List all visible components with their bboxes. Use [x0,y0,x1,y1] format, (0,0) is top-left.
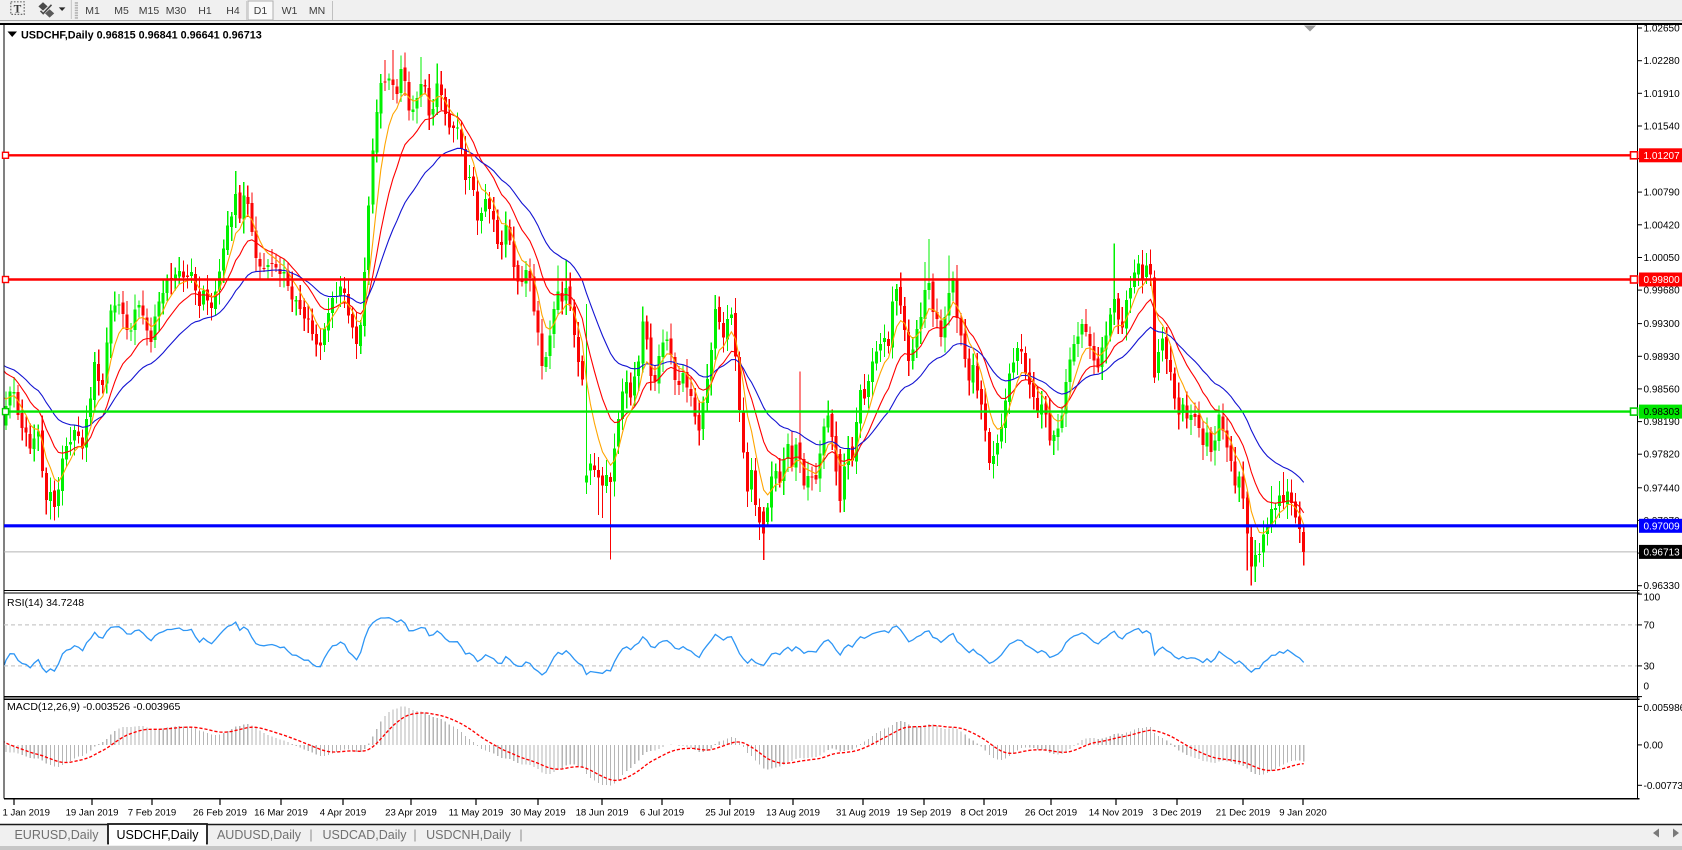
svg-text:7 Feb 2019: 7 Feb 2019 [128,808,177,819]
svg-text:31 Aug 2019: 31 Aug 2019 [836,808,890,819]
svg-text:1.02280: 1.02280 [1644,56,1681,67]
svg-text:-0.007737: -0.007737 [1644,781,1682,792]
svg-text:16 Mar 2019: 16 Mar 2019 [254,808,308,819]
svg-text:M1: M1 [85,5,100,17]
svg-text:M5: M5 [114,5,129,17]
svg-text:0.97440: 0.97440 [1644,483,1681,494]
svg-text:USDCNH,Daily: USDCNH,Daily [426,828,511,842]
svg-text:USDCHF,Daily 0.96815 0.96841: USDCHF,Daily 0.96815 0.96841 0.96641 0.9… [21,30,262,42]
svg-text:M30: M30 [166,5,187,17]
svg-text:1.01910: 1.01910 [1644,89,1681,100]
svg-text:26 Oct 2019: 26 Oct 2019 [1025,808,1077,819]
svg-text:70: 70 [1644,620,1656,631]
svg-text:0.98560: 0.98560 [1644,384,1681,395]
svg-text:D1: D1 [254,5,268,17]
svg-text:26 Feb 2019: 26 Feb 2019 [193,808,247,819]
svg-text:T: T [14,4,22,16]
svg-text:30 May 2019: 30 May 2019 [510,808,565,819]
svg-text:13 Aug 2019: 13 Aug 2019 [766,808,820,819]
svg-text:0.97009: 0.97009 [1644,521,1681,532]
svg-text:11 May 2019: 11 May 2019 [449,808,504,819]
svg-text:1.02650: 1.02650 [1644,24,1681,35]
svg-text:H4: H4 [226,5,240,17]
svg-text:|: | [413,828,416,842]
svg-text:0.98303: 0.98303 [1644,407,1681,418]
svg-text:1.01207: 1.01207 [1644,151,1681,162]
svg-text:0.98930: 0.98930 [1644,352,1681,363]
svg-text:EURUSD,Daily: EURUSD,Daily [14,828,99,842]
svg-text:0.97820: 0.97820 [1644,450,1681,461]
svg-text:0.00: 0.00 [1644,740,1664,751]
svg-text:23 Apr 2019: 23 Apr 2019 [385,808,437,819]
svg-text:0.96713: 0.96713 [1644,547,1681,558]
svg-text:M15: M15 [139,5,160,17]
svg-text:3 Dec 2019: 3 Dec 2019 [1152,808,1201,819]
svg-text:14 Nov 2019: 14 Nov 2019 [1089,808,1143,819]
svg-text:0.96330: 0.96330 [1644,581,1681,592]
svg-text:|: | [309,828,312,842]
svg-text:USDCHF,Daily: USDCHF,Daily [117,828,200,842]
svg-text:H1: H1 [198,5,212,17]
svg-text:25 Jul 2019: 25 Jul 2019 [705,808,755,819]
svg-text:RSI(14) 34.7248: RSI(14) 34.7248 [7,597,84,609]
svg-text:0.98190: 0.98190 [1644,417,1681,428]
svg-text:9 Jan 2020: 9 Jan 2020 [1279,808,1326,819]
svg-text:0.99680: 0.99680 [1644,286,1681,297]
svg-text:30: 30 [1644,661,1656,672]
svg-text:MN: MN [309,5,325,17]
svg-text:0.99300: 0.99300 [1644,319,1681,330]
svg-text:W1: W1 [282,5,298,17]
svg-text:0: 0 [1644,682,1650,693]
svg-text:0.99800: 0.99800 [1644,275,1681,286]
svg-text:1.01540: 1.01540 [1644,122,1681,133]
svg-text:1.00050: 1.00050 [1644,253,1681,264]
svg-text:100: 100 [1644,592,1661,603]
svg-text:21 Dec 2019: 21 Dec 2019 [1216,808,1270,819]
svg-text:1.00790: 1.00790 [1644,188,1681,199]
svg-text:1.00420: 1.00420 [1644,220,1681,231]
svg-text:USDCAD,Daily: USDCAD,Daily [322,828,407,842]
svg-text:8 Oct 2019: 8 Oct 2019 [961,808,1008,819]
svg-text:18 Jun 2019: 18 Jun 2019 [576,808,629,819]
svg-text:19 Jan 2019: 19 Jan 2019 [66,808,119,819]
svg-text:0.005986: 0.005986 [1644,703,1682,714]
svg-text:MACD(12,26,9) -0.003526 -0.003: MACD(12,26,9) -0.003526 -0.003965 [7,701,181,713]
svg-text:19 Sep 2019: 19 Sep 2019 [897,808,951,819]
svg-text:AUDUSD,Daily: AUDUSD,Daily [217,828,302,842]
svg-text:4 Apr 2019: 4 Apr 2019 [320,808,366,819]
svg-text:6 Jul 2019: 6 Jul 2019 [640,808,684,819]
svg-text:|: | [519,828,522,842]
svg-text:1 Jan 2019: 1 Jan 2019 [3,808,50,819]
